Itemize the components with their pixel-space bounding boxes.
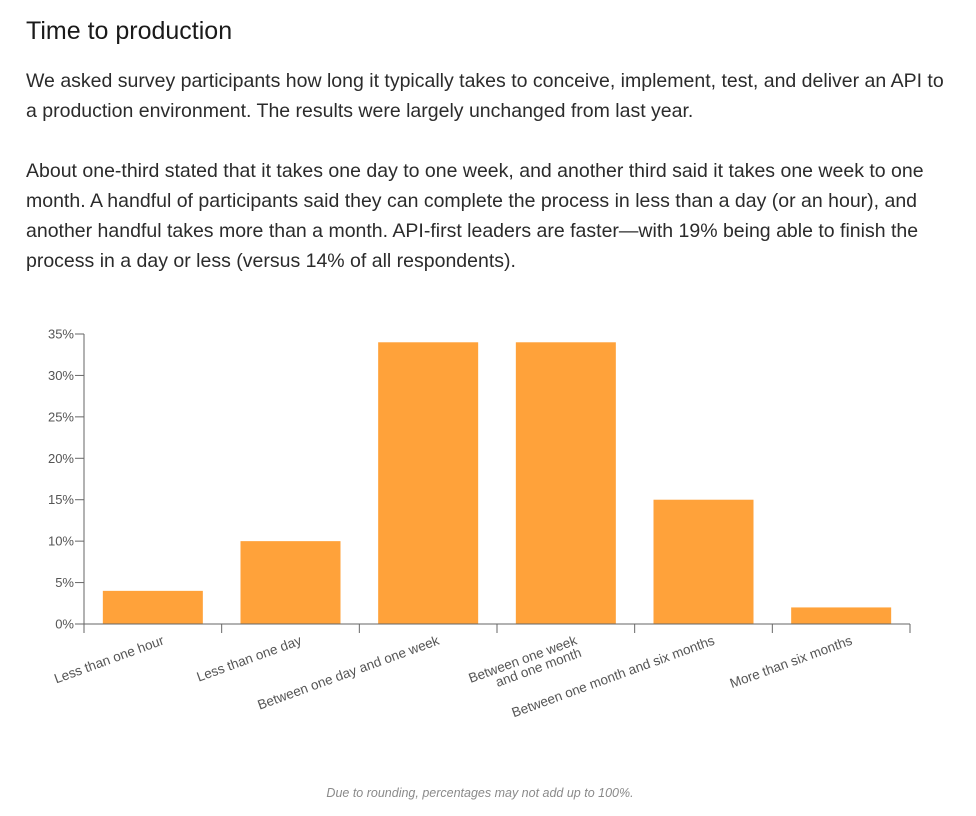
y-tick-label: 30% <box>48 368 74 383</box>
bar <box>240 541 341 624</box>
x-category-label: Less than one day <box>195 633 304 685</box>
axis-layer: 0% 5% 10% 15% 20% 25% 30% 35% Less than one hour… <box>48 327 911 720</box>
y-tick-label: 20% <box>48 451 74 466</box>
time-to-production-bar-chart: 0% 5% 10% 15% 20% 25% 30% 35% Less than one hour… <box>48 327 911 720</box>
bar <box>515 342 616 624</box>
bars-layer <box>102 342 892 624</box>
y-tick-label: 35% <box>48 327 74 342</box>
x-category-label: Less than one hour <box>52 633 166 687</box>
findings-paragraph: About one-third stated that it takes one… <box>26 160 924 272</box>
section-title: Time to production <box>26 17 233 45</box>
y-tick-label: 0% <box>55 617 74 632</box>
y-tick-label: 15% <box>48 492 74 507</box>
y-tick-label: 10% <box>48 534 74 549</box>
bar <box>102 590 203 624</box>
y-tick-label: 5% <box>55 575 74 590</box>
rounding-footnote: Due to rounding, percentages may not add… <box>326 786 634 800</box>
intro-paragraph: We asked survey participants how long it… <box>26 70 944 122</box>
y-tick-label: 25% <box>48 409 74 424</box>
bar <box>378 342 479 624</box>
x-category-label: More than six months <box>728 633 855 691</box>
bar <box>791 607 892 624</box>
bar <box>653 499 754 624</box>
